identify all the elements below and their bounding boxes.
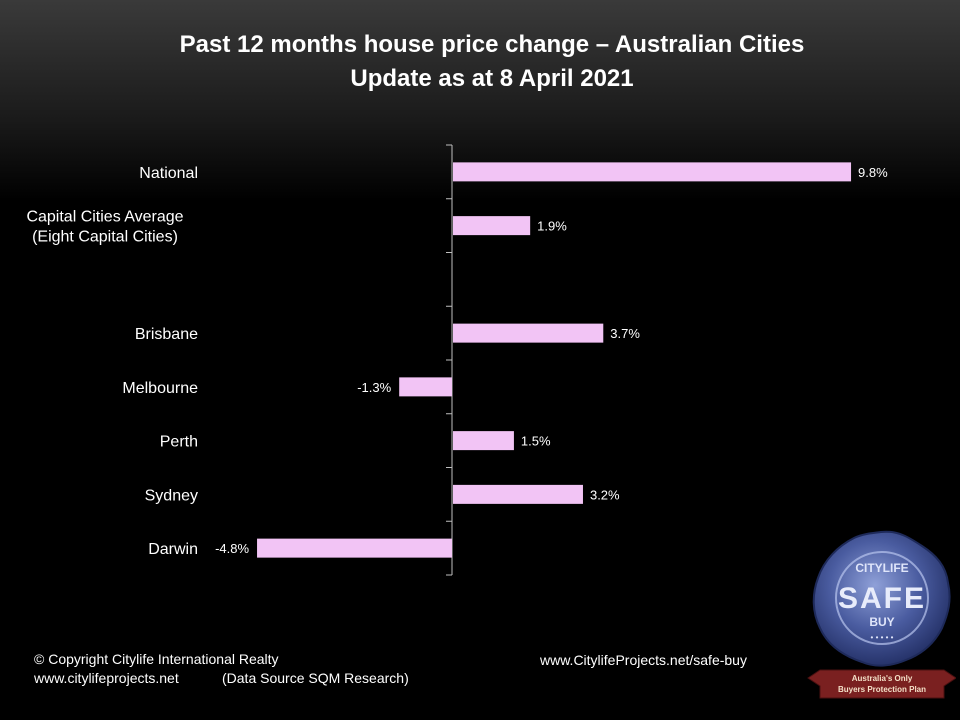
category-label-national: National [139,165,198,182]
seal-top-text: CITYLIFE [855,561,908,575]
seal-ribbon [807,669,956,699]
bar-sydney [453,484,583,504]
data-label-capital-cities-average-eight-capital-cities: 1.9% [537,219,567,234]
copyright-text: © Copyright Citylife International Realt… [34,651,279,667]
seal-stars: • • • • • [871,633,894,642]
safe-buy-seal-logo: CITYLIFE SAFE BUY • • • • • Australia's … [807,530,956,699]
data-label-perth: 1.5% [521,434,551,449]
category-label-capital-cities-average-eight-capital-cities: Capital Cities Average (Eight Capital Cit… [26,209,183,246]
category-label-sydney: Sydney [145,487,198,504]
category-label-perth: Perth [160,434,198,451]
website-link[interactable]: www.citylifeprojects.net [34,670,179,686]
bar-darwin [257,538,452,558]
seal-sub-text: BUY [869,615,894,629]
seal-ribbon-line1: Australia's Only [852,674,913,683]
safe-buy-link[interactable]: www.CitylifeProjects.net/safe-buy [540,652,747,668]
seal-ribbon-line2: Buyers Protection Plan [838,685,926,694]
category-label-melbourne: Melbourne [122,380,198,397]
chart-subtitle: Update as at 8 April 2021 [350,65,634,92]
bar-perth [453,431,514,451]
data-label-national: 9.8% [858,165,888,180]
category-label-brisbane: Brisbane [135,326,198,343]
category-label-darwin: Darwin [148,541,198,558]
chart-title-line1: Past 12 months house price change – Aust… [179,31,805,58]
data-label-darwin: -4.8% [215,541,249,556]
data-label-melbourne: -1.3% [357,380,391,395]
data-label-brisbane: 3.7% [610,326,640,341]
data-label-sydney: 3.2% [590,487,620,502]
chart-title: Past 12 months house price change – Aust… [0,28,960,96]
bar-capital-cities-average-eight-capital-cities [453,216,531,236]
bar-national [453,162,852,182]
bar-brisbane [453,323,604,343]
seal-main-text: SAFE [838,582,926,615]
bar-melbourne [399,377,452,397]
seal-inner-ring [835,551,929,645]
data-source-text: (Data Source SQM Research) [222,670,409,686]
